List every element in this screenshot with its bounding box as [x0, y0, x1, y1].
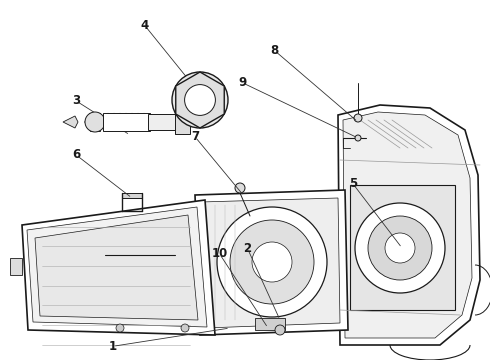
- Circle shape: [355, 203, 445, 293]
- Polygon shape: [343, 112, 472, 338]
- Polygon shape: [176, 72, 224, 128]
- Polygon shape: [63, 116, 78, 128]
- Text: 3: 3: [72, 94, 80, 107]
- Circle shape: [368, 216, 432, 280]
- Polygon shape: [195, 190, 348, 335]
- Circle shape: [235, 183, 245, 193]
- Polygon shape: [338, 105, 480, 345]
- Bar: [122, 193, 142, 198]
- Polygon shape: [201, 198, 340, 328]
- Text: 4: 4: [141, 19, 148, 32]
- Text: 7: 7: [191, 130, 199, 143]
- Text: 10: 10: [211, 247, 228, 260]
- Circle shape: [252, 242, 292, 282]
- Circle shape: [85, 112, 105, 132]
- Circle shape: [116, 324, 124, 332]
- Text: 6: 6: [72, 148, 80, 161]
- Text: 8: 8: [270, 44, 278, 57]
- Bar: [103, 113, 150, 131]
- Bar: [148, 114, 176, 130]
- Bar: [255, 318, 285, 330]
- Circle shape: [217, 207, 327, 317]
- Bar: [175, 110, 190, 134]
- Text: 5: 5: [349, 177, 357, 190]
- Text: 9: 9: [239, 76, 246, 89]
- Polygon shape: [10, 258, 22, 275]
- Text: 1: 1: [109, 340, 117, 353]
- Circle shape: [230, 220, 314, 304]
- Circle shape: [275, 325, 285, 335]
- Circle shape: [185, 85, 216, 116]
- Text: 2: 2: [244, 242, 251, 255]
- Circle shape: [385, 233, 415, 263]
- Circle shape: [354, 114, 362, 122]
- Circle shape: [181, 324, 189, 332]
- Circle shape: [355, 135, 361, 141]
- Polygon shape: [22, 200, 215, 335]
- Circle shape: [172, 72, 228, 128]
- Bar: [350, 185, 455, 310]
- Polygon shape: [35, 215, 198, 320]
- Polygon shape: [27, 207, 207, 327]
